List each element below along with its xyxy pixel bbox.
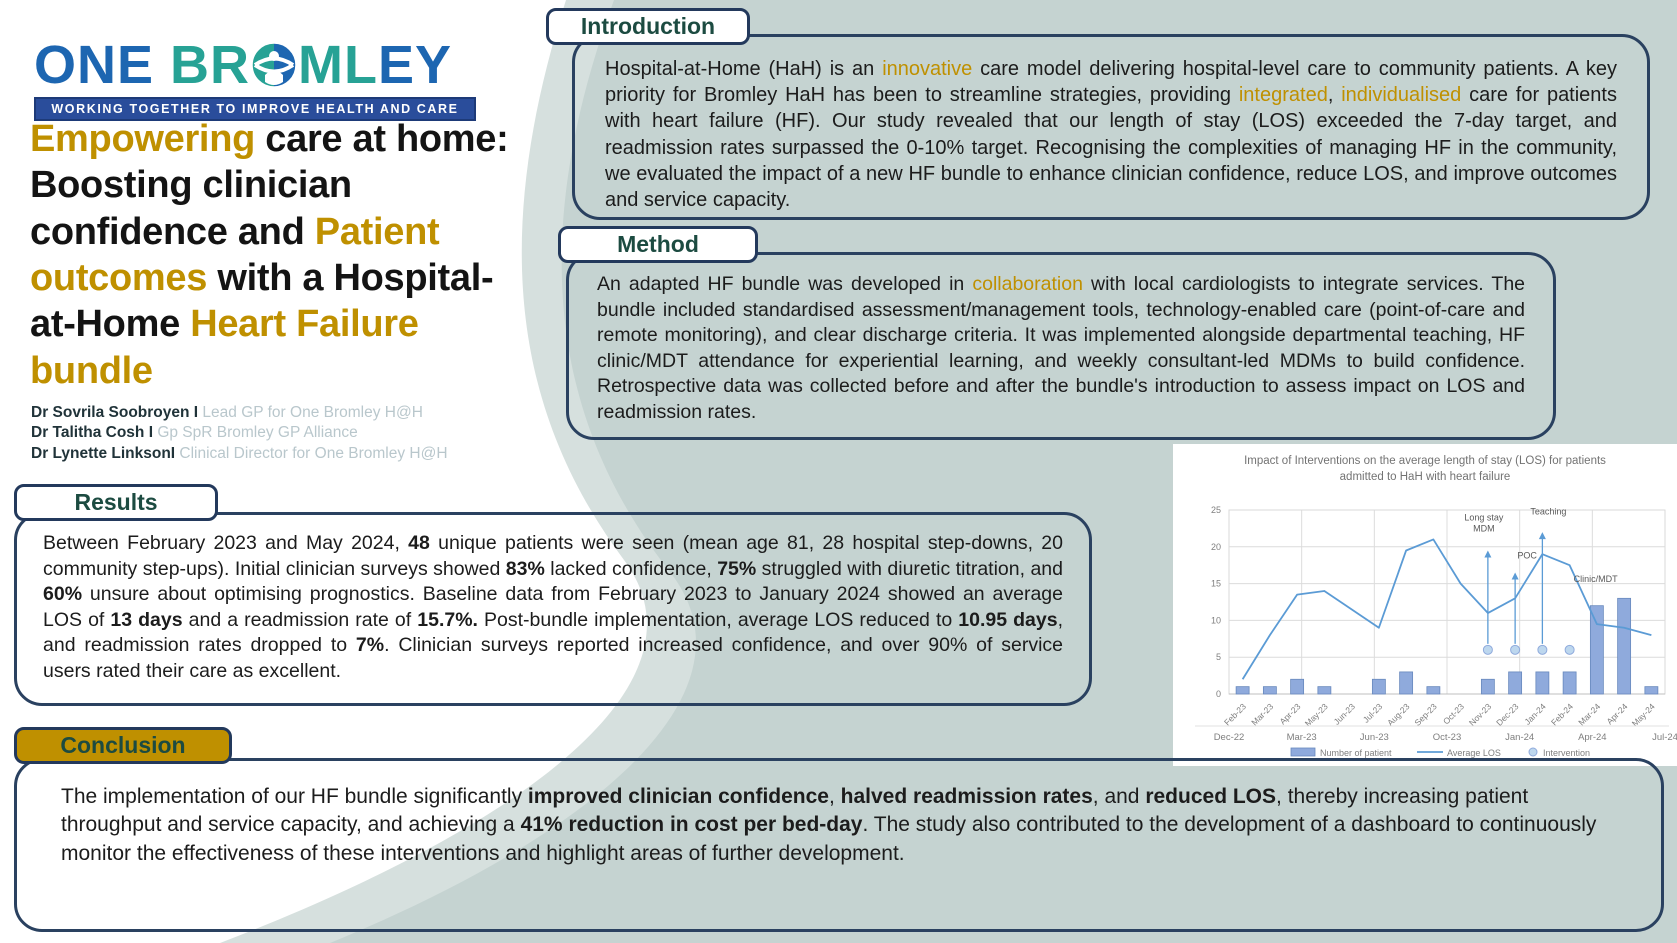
logo-word-br: BR: [170, 35, 251, 95]
method-text: An adapted HF bundle was developed in co…: [597, 273, 1526, 423]
svg-text:Jul-23: Jul-23: [1361, 701, 1385, 725]
svg-text:Mar-24: Mar-24: [1576, 701, 1602, 727]
svg-text:Apr-23: Apr-23: [1277, 701, 1302, 726]
svg-text:25: 25: [1211, 505, 1221, 515]
svg-text:Long stay: Long stay: [1464, 512, 1504, 522]
results-heading: Results: [14, 484, 218, 521]
conclusion-text: The implementation of our HF bundle sign…: [61, 785, 1597, 865]
los-chart-panel: Impact of Interventions on the average l…: [1173, 444, 1677, 766]
one-bromley-wordmark: ONE BR ML EY: [34, 38, 476, 92]
author-line: Dr Talitha Cosh I Gp SpR Bromley GP Alli…: [31, 424, 358, 442]
svg-text:15: 15: [1211, 579, 1221, 589]
svg-text:admitted to HaH with heart fai: admitted to HaH with heart failure: [1340, 471, 1511, 483]
svg-text:Jan-24: Jan-24: [1505, 732, 1534, 743]
patient-bars: [1235, 597, 1659, 695]
chart-title: Impact of Interventions on the average l…: [1244, 455, 1606, 483]
svg-text:10: 10: [1211, 615, 1221, 625]
svg-text:MDM: MDM: [1473, 523, 1495, 533]
introduction-box: Hospital-at-Home (HaH) is an innovative …: [572, 34, 1650, 220]
intervention-dots: [1482, 644, 1575, 655]
chart-legend: Number of patient Average LOS Intervention: [1290, 747, 1590, 758]
svg-text:Oct-23: Oct-23: [1433, 732, 1462, 743]
logo-tagline: WORKING TOGETHER TO IMPROVE HEALTH AND C…: [34, 97, 476, 121]
svg-text:Dec-23: Dec-23: [1494, 701, 1521, 728]
svg-text:Intervention: Intervention: [1543, 748, 1590, 758]
svg-text:Oct-23: Oct-23: [1441, 701, 1466, 726]
svg-text:May-23: May-23: [1303, 701, 1330, 728]
svg-text:Mar-23: Mar-23: [1287, 732, 1317, 743]
introduction-heading: Introduction: [546, 8, 750, 45]
conclusion-heading: Conclusion: [14, 727, 232, 764]
globe-icon: [251, 42, 297, 88]
svg-text:Impact of Interventions on the: Impact of Interventions on the average l…: [1244, 455, 1606, 467]
method-heading: Method: [558, 226, 758, 263]
conclusion-box: The implementation of our HF bundle sign…: [14, 758, 1664, 932]
los-interventions-chart: Impact of Interventions on the average l…: [1195, 455, 1677, 758]
method-box: An adapted HF bundle was developed in co…: [566, 252, 1556, 440]
svg-text:May-24: May-24: [1630, 701, 1657, 728]
svg-text:Sep-23: Sep-23: [1412, 701, 1439, 728]
svg-text:20: 20: [1211, 542, 1221, 552]
results-box: Between February 2023 and May 2024, 48 u…: [14, 512, 1092, 706]
logo-word-one: ONE: [34, 35, 155, 95]
logo-word-ey: EY: [378, 35, 453, 95]
y-axis-labels: 0 5 10 15 20 25: [1211, 505, 1221, 699]
svg-text:5: 5: [1216, 652, 1221, 662]
average-los-line: [1241, 538, 1652, 680]
svg-text:0: 0: [1216, 689, 1221, 699]
svg-text:Jan-24: Jan-24: [1522, 701, 1548, 727]
one-bromley-logo: ONE BR ML EY WORKING TOGETHER TO IMPROVE …: [34, 38, 476, 121]
introduction-text: Hospital-at-Home (HaH) is an innovative …: [605, 58, 1617, 211]
secondary-date-axis: Dec-22 Mar-23 Jun-23 Oct-23 Jan-24 Apr-24 Jul-…: [1195, 725, 1677, 743]
svg-text:Jun-23: Jun-23: [1360, 732, 1389, 743]
svg-text:Feb-24: Feb-24: [1549, 701, 1575, 727]
svg-text:POC: POC: [1517, 551, 1537, 561]
svg-text:Apr-24: Apr-24: [1578, 732, 1607, 743]
author-line: Dr Sovrila Soobroyen I Lead GP for One B…: [31, 404, 423, 421]
poster-title: Empowering care at home: Boosting clinic…: [30, 118, 509, 392]
svg-text:Mar-23: Mar-23: [1249, 701, 1275, 727]
svg-text:Nov-23: Nov-23: [1467, 701, 1494, 728]
svg-text:Clinic/MDT: Clinic/MDT: [1574, 574, 1619, 584]
logo-word-ml: ML: [298, 35, 379, 95]
svg-text:Average LOS: Average LOS: [1447, 748, 1501, 758]
svg-text:Number of patient: Number of patient: [1320, 748, 1392, 758]
svg-text:Jun-23: Jun-23: [1332, 701, 1358, 727]
svg-text:Teaching: Teaching: [1530, 506, 1566, 516]
svg-text:Dec-22: Dec-22: [1214, 732, 1245, 743]
x-axis-labels: Feb-23 Mar-23 Apr-23 May-23 Jun-23 Jul-23 Aug-…: [1222, 701, 1657, 728]
svg-text:Aug-23: Aug-23: [1385, 701, 1412, 728]
svg-text:Jul-24: Jul-24: [1652, 732, 1677, 743]
results-text: Between February 2023 and May 2024, 48 u…: [43, 532, 1064, 682]
author-line: Dr Lynette LinksonI Clinical Director fo…: [31, 444, 448, 462]
author-list: Dr Sovrila Soobroyen I Lead GP for One B…: [31, 403, 448, 464]
svg-text:Apr-24: Apr-24: [1604, 701, 1629, 726]
svg-text:Feb-23: Feb-23: [1222, 701, 1248, 727]
